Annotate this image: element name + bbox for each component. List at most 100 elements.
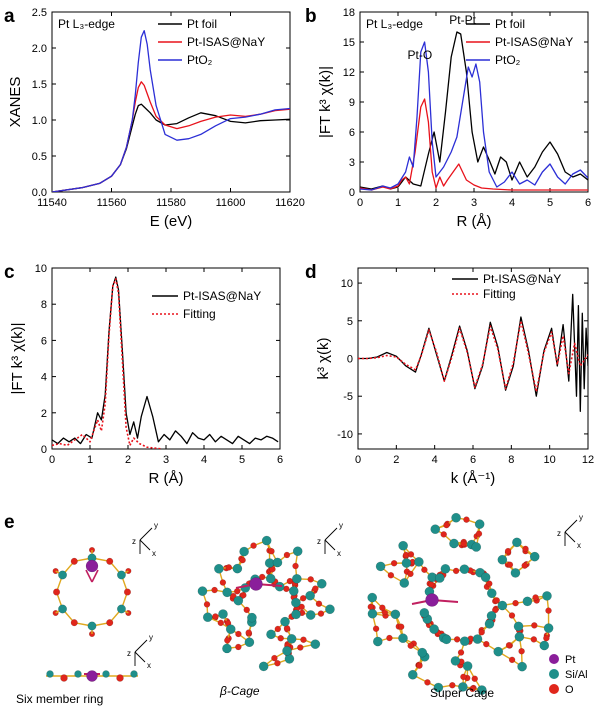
si-al-atom [434, 573, 445, 583]
x-tick-label: 2 [433, 197, 439, 209]
oxygen-atom [493, 597, 500, 604]
oxygen-atom [486, 580, 493, 587]
x-tick-label: 6 [585, 197, 591, 209]
si-al-atom [130, 670, 138, 678]
oxygen-atom [123, 588, 131, 596]
panel-letter-d: d [305, 262, 317, 283]
y-tick-label: 1.0 [32, 115, 47, 127]
si-al-atom [286, 633, 297, 644]
oxygen-atom [225, 564, 233, 571]
axis-y-label: y [149, 633, 153, 642]
x-tick-label: 0 [355, 454, 361, 466]
y-tick-label: 0 [349, 187, 355, 199]
y-axis-label: |FT k³ χ(k)| [317, 66, 334, 138]
edge-annotation: Pt L₃-edge [366, 17, 423, 31]
series-line-1 [358, 293, 588, 412]
oxygen-atom [504, 547, 512, 555]
oxygen-atom [239, 556, 246, 564]
oxygen-atom [258, 573, 266, 581]
x-tick-label: 6 [277, 454, 283, 466]
bond [91, 569, 99, 583]
si-al-atom [258, 661, 269, 672]
si-al-atom [316, 578, 327, 589]
oxygen-atom [386, 634, 393, 642]
x-tick-label: 4 [509, 197, 515, 209]
si-al-atom [459, 636, 470, 647]
si-al-atom [462, 661, 473, 671]
oxygen-atom [427, 581, 435, 588]
x-tick-label: 11540 [37, 197, 67, 209]
si-al-atom [87, 621, 97, 631]
oxygen-atom [449, 681, 456, 689]
si-al-atom [390, 609, 401, 620]
oxygen-atom [277, 635, 284, 642]
y-axis-label: XANES [7, 77, 24, 128]
y-tick-label: 1.5 [32, 79, 47, 91]
oxygen-atom [116, 674, 124, 682]
oxygen-atom [460, 540, 467, 548]
oxygen-atom [70, 619, 78, 627]
oxygen-atom [407, 570, 414, 578]
si-al-atom [292, 546, 303, 557]
si-al-atom [522, 596, 533, 607]
si-al-atom [261, 535, 272, 546]
oxygen-atom [230, 592, 237, 600]
si-al-atom [291, 573, 302, 584]
axis-y-label: y [154, 521, 158, 530]
si-al-atom [239, 546, 249, 557]
si-al-atom [282, 646, 292, 656]
oxygen-atom [460, 673, 467, 681]
platinum-atom [425, 593, 439, 607]
si-al-atom [232, 563, 243, 574]
oxygen-atom [283, 551, 291, 559]
si-al-atom [247, 612, 257, 623]
si-al-atom [449, 538, 459, 549]
si-al-atom [214, 563, 224, 574]
oxygen-atom [271, 654, 278, 662]
edge-annotation: Pt L₃-edge [58, 17, 115, 31]
panel-letter-b: b [305, 6, 317, 27]
si-al-atom [401, 558, 412, 568]
x-axis-label: R (Å) [457, 213, 492, 230]
si-al-atom [116, 604, 126, 614]
si-al-atom [441, 634, 452, 645]
panel-e-structures: y z x y z x y z x y z x Six member ring β-Cage Supe… [16, 512, 588, 706]
si-al-atom [74, 670, 82, 678]
oxygen-atom [407, 551, 415, 558]
si-al-atom [430, 524, 441, 535]
si-al-atom [414, 557, 424, 567]
y-tick-label: 6 [349, 127, 355, 139]
oxygen-atom [492, 606, 499, 614]
x-tick-label: 2 [393, 454, 399, 466]
series-line-1 [52, 103, 290, 192]
series-line-3 [52, 30, 290, 192]
si-al-atom [202, 612, 213, 623]
si-al-atom [450, 656, 461, 666]
axis-z-label: z [317, 537, 321, 546]
oxygen-atom [217, 619, 225, 627]
x-axis-label: R (Å) [149, 470, 184, 487]
beta-cage-structure [197, 535, 335, 672]
oxygen-atom [505, 641, 513, 649]
oxygen-atom [508, 612, 516, 619]
oxygen-atom [379, 604, 386, 612]
si-al-atom [542, 591, 552, 601]
oxygen-atom [106, 619, 114, 627]
bond [564, 531, 576, 543]
axis-y-label: y [579, 513, 583, 522]
si-al-atom [433, 682, 444, 693]
si-al-atom [429, 624, 439, 634]
x-tick-label: 6 [470, 454, 476, 466]
si-al-atom [471, 542, 482, 552]
y-tick-label: -10 [337, 429, 353, 441]
legend-label: Pt foil [187, 17, 217, 31]
bond [134, 651, 146, 663]
si-al-atom [367, 608, 378, 619]
si-al-atom [493, 646, 504, 657]
oxygen-atom [424, 679, 431, 686]
x-tick-label: 11620 [275, 197, 305, 209]
oxygen-atom [545, 607, 552, 614]
si-al-atom [291, 597, 301, 608]
oxygen-atom [250, 542, 257, 549]
si-al-atom [529, 551, 540, 562]
